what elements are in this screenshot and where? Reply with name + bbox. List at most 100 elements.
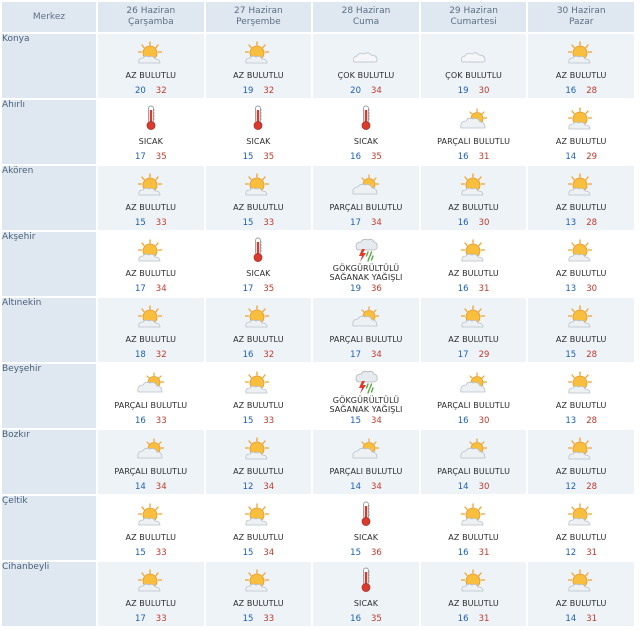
forecast-cell: AZ BULUTLU 16 31 bbox=[420, 232, 527, 296]
weather-desc: AZ BULUTLU bbox=[555, 70, 607, 80]
min-temp: 16 bbox=[565, 86, 577, 96]
min-temp: 17 bbox=[350, 350, 361, 360]
forecast-cell: PARÇALI BULUTLU 14 34 bbox=[98, 430, 204, 494]
temperature-range: 15 34 bbox=[313, 415, 419, 427]
city-name[interactable]: Akşehir bbox=[2, 232, 96, 296]
temperature-range: 14 34 bbox=[313, 481, 419, 493]
min-temp: 17 bbox=[134, 284, 146, 294]
day-date: 30 Haziran bbox=[556, 6, 606, 16]
forecast-cell: SICAK 15 35 bbox=[205, 100, 312, 164]
weather-desc: PARÇALI BULUTLU bbox=[114, 466, 188, 476]
weather-desc: AZ BULUTLU bbox=[233, 598, 284, 608]
partly-sunny-icon bbox=[98, 298, 204, 329]
temperature-range: 17 34 bbox=[98, 283, 204, 295]
max-temp: 34 bbox=[370, 350, 382, 360]
thermometer-icon bbox=[313, 100, 419, 131]
table-row: Akören AZ BULUTLU 15 33 AZ BULUTLU 15 33 PARÇAL… bbox=[2, 166, 634, 230]
min-temp: 17 bbox=[134, 614, 146, 624]
forecast-cell: AZ BULUTLU 16 28 bbox=[528, 34, 634, 98]
min-temp: 16 bbox=[457, 152, 469, 162]
city-name[interactable]: Cihanbeyli bbox=[2, 562, 96, 626]
max-temp: 35 bbox=[263, 284, 275, 294]
weather-desc: PARÇALI BULUTLU bbox=[437, 400, 511, 410]
min-temp: 15 bbox=[242, 218, 254, 228]
table-row: Ahırlı SICAK 17 35 SICAK 15 35 SICAK 16 35 PARÇALI… bbox=[2, 100, 634, 164]
weather-desc: ÇOK BULUTLU bbox=[445, 70, 502, 80]
weather-desc: PARÇALI BULUTLU bbox=[329, 334, 403, 344]
temperature-range: 17 34 bbox=[313, 217, 419, 229]
forecast-cell: AZ BULUTLU 17 29 bbox=[420, 298, 527, 362]
min-temp: 17 bbox=[350, 218, 361, 228]
city-name[interactable]: Bozkır bbox=[2, 430, 96, 494]
partly-cloudy-icon bbox=[421, 430, 527, 461]
partly-sunny-icon bbox=[98, 496, 204, 527]
partly-cloudy-icon bbox=[421, 364, 527, 395]
weather-desc: PARÇALI BULUTLU bbox=[114, 400, 188, 410]
weather-desc: AZ BULUTLU bbox=[125, 334, 177, 344]
max-temp: 33 bbox=[155, 548, 167, 558]
forecast-cell: AZ BULUTLU 16 30 bbox=[420, 166, 527, 230]
forecast-cell: AZ BULUTLU 13 28 bbox=[528, 166, 634, 230]
temperature-range: 14 30 bbox=[421, 481, 527, 493]
partly-sunny-icon bbox=[421, 166, 527, 197]
min-temp: 19 bbox=[242, 86, 254, 96]
max-temp: 28 bbox=[586, 86, 598, 96]
max-temp: 31 bbox=[478, 152, 490, 162]
weather-desc: AZ BULUTLU bbox=[233, 532, 284, 542]
max-temp: 29 bbox=[586, 152, 598, 162]
max-temp: 33 bbox=[263, 614, 275, 624]
header-row: Merkez 26 Haziran Çarşamba 27 Haziran Perş… bbox=[2, 2, 634, 32]
temperature-range: 15 33 bbox=[206, 613, 312, 625]
city-name[interactable]: Konya bbox=[2, 34, 96, 98]
forecast-cell: ÇOK BULUTLU 20 34 bbox=[313, 34, 419, 98]
temperature-range: 14 34 bbox=[98, 481, 204, 493]
temperature-range: 18 32 bbox=[98, 349, 204, 361]
max-temp: 33 bbox=[155, 218, 167, 228]
city-name[interactable]: Çeltik bbox=[2, 496, 96, 560]
thermometer-icon bbox=[206, 100, 312, 131]
weather-desc: PARÇALI BULUTLU bbox=[329, 202, 403, 212]
city-name[interactable]: Ahırlı bbox=[2, 100, 96, 164]
partly-cloudy-icon bbox=[421, 100, 527, 131]
partly-cloudy-icon bbox=[313, 166, 419, 197]
max-temp: 31 bbox=[478, 284, 490, 294]
partly-sunny-icon bbox=[206, 562, 312, 593]
temperature-range: 19 36 bbox=[313, 283, 419, 295]
temperature-range: 15 33 bbox=[206, 217, 312, 229]
cloud-icon bbox=[313, 34, 419, 65]
forecast-cell: SICAK 17 35 bbox=[98, 100, 204, 164]
weather-desc: AZ BULUTLU bbox=[555, 136, 607, 146]
weather-desc: AZ BULUTLU bbox=[448, 334, 499, 344]
max-temp: 32 bbox=[155, 350, 167, 360]
partly-cloudy-icon bbox=[313, 298, 419, 329]
weather-desc: AZ BULUTLU bbox=[125, 532, 177, 542]
temperature-range: 19 30 bbox=[421, 85, 527, 97]
max-temp: 32 bbox=[155, 86, 167, 96]
thunderstorm-icon bbox=[313, 364, 419, 395]
weather-desc: SICAK bbox=[246, 136, 271, 146]
partly-sunny-icon bbox=[528, 166, 634, 197]
max-temp: 32 bbox=[263, 350, 275, 360]
min-temp: 13 bbox=[565, 284, 577, 294]
partly-sunny-icon bbox=[421, 298, 527, 329]
max-temp: 28 bbox=[586, 482, 598, 492]
city-name[interactable]: Beyşehir bbox=[2, 364, 96, 428]
max-temp: 36 bbox=[370, 284, 382, 294]
forecast-cell: AZ BULUTLU 19 32 bbox=[205, 34, 312, 98]
max-temp: 28 bbox=[586, 350, 598, 360]
city-name[interactable]: Akören bbox=[2, 166, 96, 230]
temperature-range: 17 33 bbox=[98, 613, 204, 625]
weather-desc: AZ BULUTLU bbox=[125, 202, 177, 212]
min-temp: 17 bbox=[242, 284, 254, 294]
city-name[interactable]: Altınekin bbox=[2, 298, 96, 362]
partly-sunny-icon bbox=[98, 562, 204, 593]
forecast-cell: AZ BULUTLU 13 28 bbox=[528, 364, 634, 428]
max-temp: 34 bbox=[370, 86, 382, 96]
min-temp: 15 bbox=[134, 218, 146, 228]
temperature-range: 15 33 bbox=[98, 217, 204, 229]
day-weekday: Çarşamba bbox=[127, 17, 174, 27]
max-temp: 34 bbox=[263, 548, 275, 558]
temperature-range: 16 31 bbox=[421, 283, 527, 295]
min-temp: 20 bbox=[350, 86, 361, 96]
temperature-range: 16 30 bbox=[421, 217, 527, 229]
